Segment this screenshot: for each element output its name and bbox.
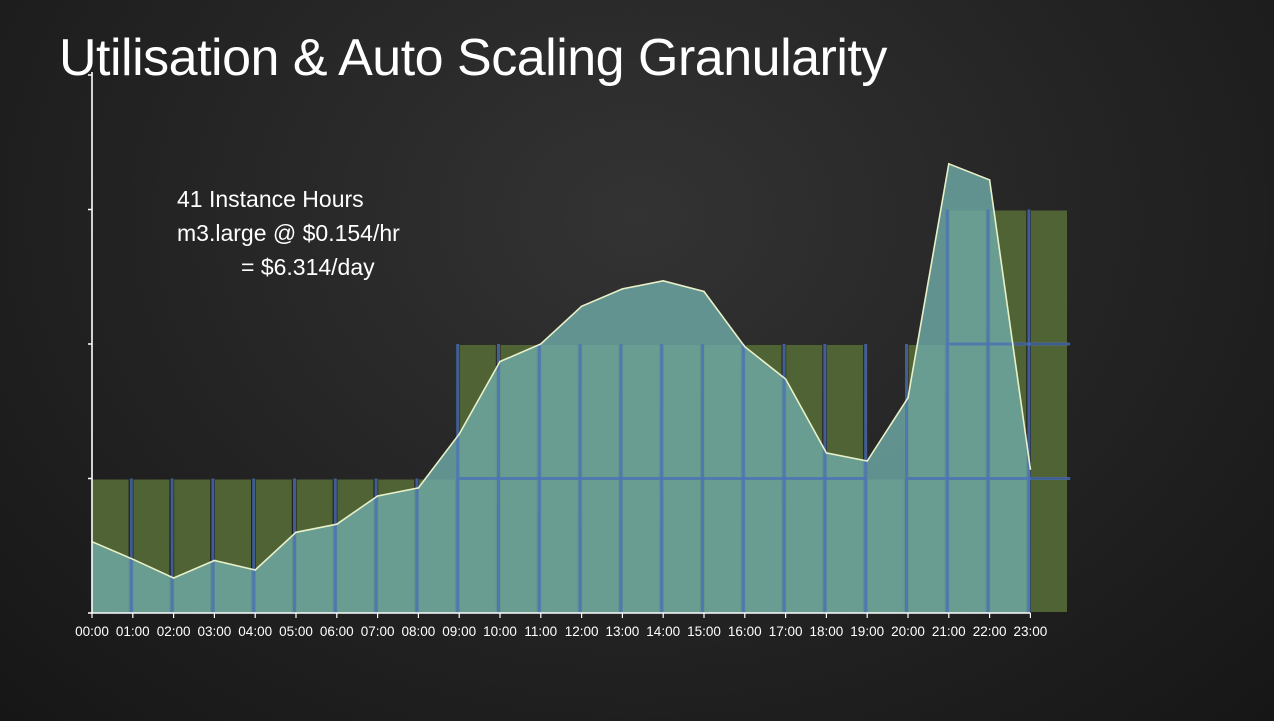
x-tick-label: 23:00 <box>1014 624 1048 639</box>
x-tick-label: 19:00 <box>850 624 884 639</box>
utilisation-point <box>254 569 256 571</box>
x-tick-label: 13:00 <box>606 624 640 639</box>
utilisation-point <box>703 290 705 293</box>
utilisation-point <box>172 577 175 579</box>
utilisation-point <box>499 360 501 363</box>
utilisation-area <box>92 163 1031 614</box>
instance-bar <box>1031 479 1067 612</box>
utilisation-point <box>336 523 338 525</box>
utilisation-point <box>907 397 909 399</box>
x-tick-label: 16:00 <box>728 624 762 639</box>
x-tick-label: 10:00 <box>483 624 517 639</box>
daily-cost-label: = $6.314/day <box>241 254 375 280</box>
x-tick-label: 14:00 <box>646 624 680 639</box>
utilisation-point <box>784 378 787 380</box>
x-tick-label: 11:00 <box>524 624 557 639</box>
x-tick-label: 03:00 <box>198 624 232 639</box>
utilisation-point <box>540 343 542 345</box>
x-tick-label: 04:00 <box>238 624 272 639</box>
x-tick-label: 08:00 <box>402 624 436 639</box>
chart-axes <box>88 72 1032 618</box>
utilisation-area-layer <box>92 163 1031 614</box>
utilisation-point <box>376 495 379 497</box>
x-tick-label: 05:00 <box>279 624 313 639</box>
hour-dividers <box>129 209 1071 613</box>
cost-annotation: 41 Instance Hours m3.large @ $0.154/hr =… <box>177 182 400 284</box>
utilisation-point <box>132 558 134 560</box>
utilisation-point <box>948 163 950 165</box>
utilisation-point <box>662 280 664 282</box>
instance-bar <box>1031 345 1067 478</box>
x-tick-label: 07:00 <box>361 624 395 639</box>
utilisation-point <box>295 531 297 534</box>
x-tick-label: 15:00 <box>687 624 721 639</box>
x-tick-labels: 00:00 01:00 02:00 03:00 04:00 05:00 06:00 07:00… <box>75 624 1047 639</box>
x-tick-label: 06:00 <box>320 624 354 639</box>
slide-title: Utilisation & Auto Scaling Granularity <box>59 29 887 87</box>
x-tick-label: 01:00 <box>116 624 150 639</box>
utilisation-point <box>866 460 868 462</box>
x-tick-label: 09:00 <box>442 624 476 639</box>
instance-hours-label: 41 Instance Hours <box>177 186 364 212</box>
utilisation-point <box>417 487 420 489</box>
x-tick-label: 12:00 <box>565 624 599 639</box>
x-tick-label: 21:00 <box>932 624 966 639</box>
utilisation-point <box>825 452 828 454</box>
utilisation-point <box>580 305 583 308</box>
utilisation-point <box>458 433 461 435</box>
x-tick-label: 18:00 <box>810 624 844 639</box>
x-tick-label: 00:00 <box>75 624 109 639</box>
instance-bar <box>1031 210 1067 343</box>
x-tick-label: 22:00 <box>973 624 1007 639</box>
x-tick-label: 20:00 <box>891 624 925 639</box>
utilisation-line-layer <box>91 162 1032 579</box>
utilisation-point <box>621 288 624 290</box>
utilisation-point <box>744 345 746 348</box>
x-tick-label: 02:00 <box>157 624 191 639</box>
utilisation-point <box>1029 468 1032 470</box>
instance-price-label: m3.large @ $0.154/hr <box>177 220 400 246</box>
utilisation-line <box>91 162 1032 579</box>
x-tick-label: 17:00 <box>769 624 803 639</box>
utilisation-point <box>988 179 991 181</box>
utilisation-point <box>213 559 216 562</box>
